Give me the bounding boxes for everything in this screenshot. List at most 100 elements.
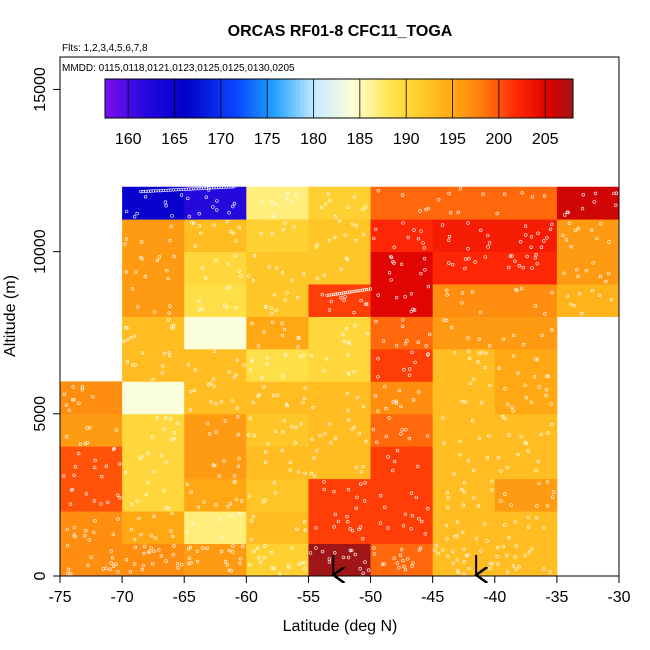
sample-point — [550, 291, 554, 295]
colorbar-segment — [428, 79, 434, 118]
sample-point — [124, 237, 129, 241]
sample-point — [160, 371, 165, 375]
sample-point — [546, 431, 550, 435]
colorbar-segment — [401, 79, 406, 118]
sample-point — [164, 204, 168, 208]
sample-point — [527, 550, 532, 554]
sample-point — [451, 263, 455, 267]
sample-point — [440, 223, 445, 227]
sample-point — [539, 432, 543, 437]
colorbar-segment — [471, 79, 476, 118]
sample-point — [238, 557, 243, 561]
sample-point — [286, 563, 291, 568]
sample-point — [369, 287, 373, 291]
sample-point — [579, 312, 584, 316]
sample-point — [426, 507, 430, 511]
sample-point — [294, 425, 298, 430]
sample-point — [175, 561, 180, 566]
colorbar-segment — [545, 79, 551, 118]
heatmap-cell — [432, 348, 496, 382]
sample-point — [414, 495, 418, 500]
sample-point — [219, 535, 224, 539]
sample-point — [149, 534, 154, 538]
sample-point — [270, 566, 274, 570]
sample-point — [343, 295, 347, 299]
sample-point — [490, 488, 494, 492]
sample-point — [197, 212, 202, 216]
sample-point — [227, 370, 231, 374]
sample-point — [109, 549, 114, 553]
heatmap-cell — [122, 251, 185, 285]
sample-point — [339, 267, 343, 271]
sample-point — [461, 530, 465, 535]
sample-point — [548, 227, 553, 232]
sample-point — [584, 269, 588, 273]
heatmap-cell — [122, 413, 185, 447]
sample-point — [399, 547, 404, 552]
colorbar-segment — [530, 79, 535, 118]
sample-point — [231, 231, 236, 236]
sample-point — [161, 406, 165, 410]
sample-point — [523, 553, 527, 558]
sample-point — [503, 387, 507, 391]
sample-point — [561, 233, 565, 238]
colorbar-tick-label: 185 — [346, 131, 373, 148]
heatmap-cell — [370, 219, 434, 253]
sample-point — [112, 446, 117, 451]
sample-point — [348, 341, 352, 346]
sample-point — [72, 525, 77, 530]
colorbar-segment — [167, 79, 172, 118]
sample-point — [66, 567, 71, 571]
sample-point — [180, 562, 184, 567]
sample-point — [407, 373, 412, 377]
sample-point — [529, 400, 534, 405]
sample-point — [352, 310, 356, 315]
sample-point — [259, 232, 263, 236]
sample-point — [416, 237, 421, 241]
colorbar-segment — [339, 79, 344, 118]
sample-point — [350, 528, 355, 533]
sample-point — [365, 302, 369, 306]
heatmap-cell — [370, 284, 434, 317]
sample-point — [91, 395, 95, 399]
sample-point — [269, 200, 273, 204]
sample-point — [229, 229, 233, 234]
sample-point — [276, 393, 280, 397]
heatmap-cell — [184, 348, 247, 382]
sample-point — [463, 400, 468, 404]
sample-point — [387, 416, 391, 420]
sample-point — [398, 553, 403, 557]
sample-point — [166, 507, 171, 511]
sample-point — [72, 533, 77, 537]
sample-point — [470, 290, 475, 294]
sample-point — [285, 404, 289, 408]
sample-point — [201, 318, 206, 323]
sample-point — [521, 342, 526, 347]
colorbar-segment — [292, 79, 297, 118]
sample-point — [424, 344, 428, 348]
sample-point — [375, 440, 379, 444]
x-tick-label: -70 — [111, 589, 134, 606]
colorbar-segment — [541, 79, 547, 118]
colorbar-tick-label: 205 — [532, 131, 559, 148]
sample-point — [129, 502, 134, 507]
sample-point — [471, 468, 476, 473]
sample-point — [169, 529, 173, 533]
sample-point — [86, 563, 90, 567]
sample-point — [513, 259, 517, 263]
sample-point — [537, 385, 541, 389]
sample-point — [348, 290, 352, 294]
sample-point — [197, 299, 201, 304]
colorbar-segment — [335, 79, 340, 118]
colorbar-segment — [498, 79, 504, 118]
heatmap-cell — [370, 413, 434, 447]
heatmap-cell — [370, 316, 434, 350]
sample-point — [574, 268, 579, 272]
sample-point — [387, 271, 392, 275]
sample-point — [455, 558, 459, 562]
dates-annotation: MMDD: 0115,0118,0121,0123,0125,0125,0130… — [62, 63, 295, 74]
sample-point — [409, 491, 414, 495]
sample-point — [372, 552, 377, 556]
colorbar-segment — [132, 79, 137, 118]
sample-point — [103, 566, 108, 571]
